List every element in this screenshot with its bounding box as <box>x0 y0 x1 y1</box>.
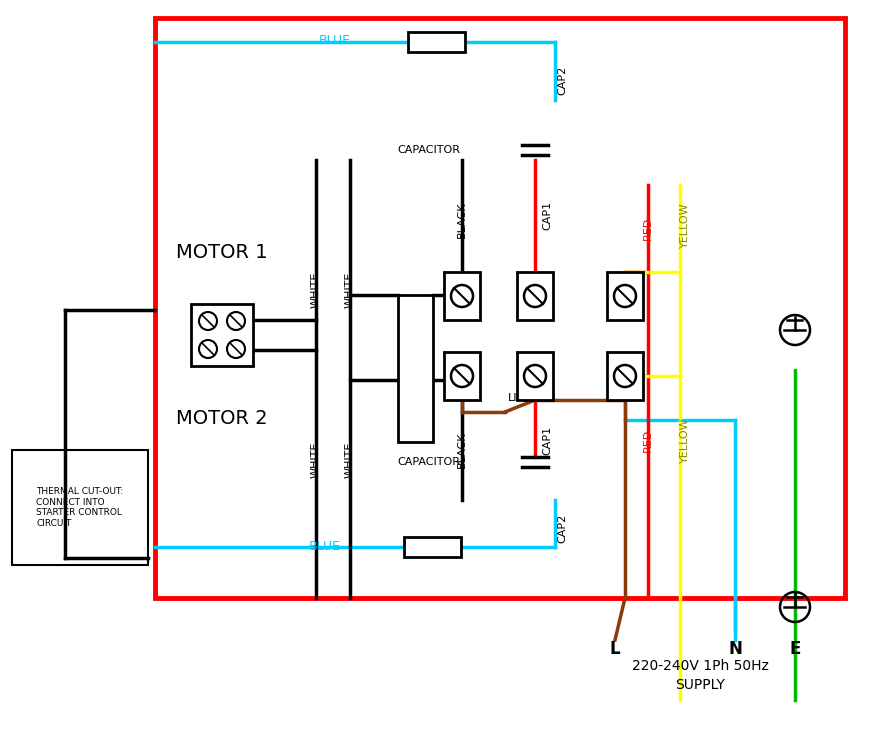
Text: BLUE: BLUE <box>318 34 351 46</box>
Text: BLACK: BLACK <box>457 202 467 239</box>
Text: MOTOR 2: MOTOR 2 <box>176 409 267 427</box>
Bar <box>517 352 553 400</box>
Text: WHITE: WHITE <box>310 272 321 308</box>
Text: L: L <box>609 640 620 658</box>
Bar <box>606 352 642 400</box>
Bar <box>517 272 553 320</box>
Text: E: E <box>788 640 800 658</box>
Text: RED: RED <box>642 217 652 239</box>
Text: 220-240V 1Ph 50Hz: 220-240V 1Ph 50Hz <box>631 659 767 673</box>
Bar <box>191 304 253 366</box>
Bar <box>444 352 480 400</box>
Bar <box>403 537 460 557</box>
Text: CAPACITOR: CAPACITOR <box>396 145 460 155</box>
Text: WHITE: WHITE <box>345 442 354 478</box>
Text: LINK: LINK <box>508 393 532 403</box>
Text: CAP1: CAP1 <box>541 200 552 230</box>
Bar <box>606 272 642 320</box>
Text: CAP1: CAP1 <box>541 426 552 454</box>
Text: BLACK: BLACK <box>457 432 467 468</box>
Text: BLUE: BLUE <box>309 539 340 553</box>
Polygon shape <box>12 450 148 565</box>
Text: CAPACITOR: CAPACITOR <box>396 457 460 467</box>
Text: YELLOW: YELLOW <box>679 202 689 248</box>
Bar <box>444 272 480 320</box>
Bar <box>408 32 465 52</box>
Text: RED: RED <box>642 429 652 451</box>
Text: YELLOW: YELLOW <box>679 417 689 463</box>
Text: WHITE: WHITE <box>310 442 321 478</box>
Text: MOTOR 1: MOTOR 1 <box>176 242 267 261</box>
Text: CAP2: CAP2 <box>556 65 567 95</box>
Text: CAP2: CAP2 <box>556 513 567 542</box>
Text: SUPPLY: SUPPLY <box>674 678 724 692</box>
Text: WHITE: WHITE <box>345 272 354 308</box>
Bar <box>397 295 432 442</box>
Text: THERMAL CUT-OUT:
CONNECT INTO
STARTER CONTROL
CIRCUIT: THERMAL CUT-OUT: CONNECT INTO STARTER CO… <box>36 487 124 528</box>
Text: N: N <box>727 640 741 658</box>
